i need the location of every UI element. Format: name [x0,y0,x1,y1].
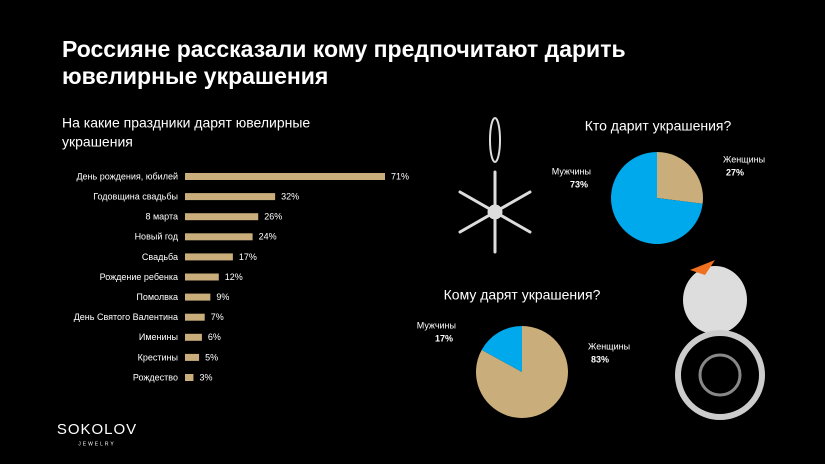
value-label: 5% [205,352,218,362]
logo-sub: JEWELRY [78,441,116,447]
snowflake-pendant [458,117,532,254]
value-label: 26% [264,212,282,222]
category-label: Рождение ребенка [100,272,178,282]
category-label: Рождество [133,372,178,382]
slice-label: Женщины [588,341,630,351]
bar [185,233,253,241]
bar [185,313,205,321]
bar [185,173,385,180]
category-label: День Святого Валентина [74,312,178,322]
page-title: ювелирные украшения [62,63,328,89]
category-label: 8 марта [145,212,178,222]
value-label: 9% [216,292,229,302]
category-label: День рождения, юбилей [76,171,178,181]
bar [185,333,202,341]
slice-label: Женщины [723,154,765,164]
slice-label: Мужчины [417,320,456,330]
category-label: Свадьба [142,252,178,262]
bar [185,213,259,221]
category-label: Именины [139,332,178,342]
value-label: 24% [259,232,277,242]
pie-slice [611,152,703,245]
category-label: Помолвка [136,292,178,302]
value-label: 71% [391,171,409,181]
bar-title: украшения [62,134,133,150]
slice-value: 83% [591,354,609,364]
bar [185,353,200,361]
category-label: Годовщина свадьбы [93,191,178,201]
snowman-pendant [675,260,765,420]
pie-slice [481,326,522,372]
logo: SOKOLOV [57,421,137,438]
bar [185,193,276,201]
bar [185,273,219,281]
slice-value: 27% [726,167,744,177]
page-title: Россияне рассказали кому предпочитают да… [62,36,626,62]
slice-label: Мужчины [552,166,591,176]
value-label: 12% [225,272,243,282]
value-label: 7% [211,312,224,322]
slice-value: 73% [570,179,588,189]
bar [185,253,233,261]
value-label: 3% [199,372,212,382]
category-label: Крестины [138,352,178,362]
bar [185,293,211,301]
slice-value: 17% [435,333,453,343]
pie-title: Кто дарит украшения? [585,118,732,134]
pie-slice [657,152,703,204]
pie-title: Кому дарят украшения? [444,287,601,303]
bar-title: На какие праздники дарят ювелирные [62,115,310,131]
value-label: 6% [208,332,221,342]
bar [185,374,194,381]
value-label: 32% [281,191,299,201]
category-label: Новый год [135,232,179,242]
value-label: 17% [239,252,257,262]
